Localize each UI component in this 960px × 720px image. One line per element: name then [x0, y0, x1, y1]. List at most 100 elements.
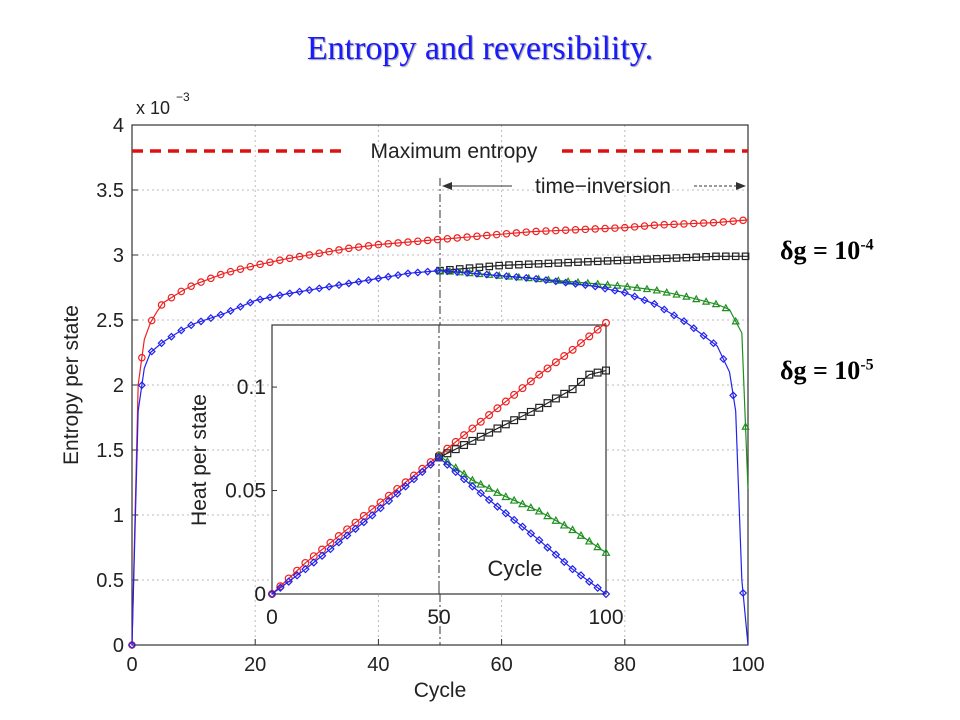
main-point-blue — [630, 292, 639, 301]
inset-point-black — [443, 449, 452, 458]
inset-point-green — [459, 469, 469, 478]
main-point-black — [702, 252, 710, 261]
inset-point-red — [476, 417, 485, 426]
main-point-blue — [167, 332, 176, 341]
main-point-blue — [364, 276, 373, 285]
inset-point-blue — [326, 544, 335, 554]
inset-point-black — [460, 441, 469, 450]
inversion-arrowhead-right — [736, 182, 746, 190]
main-point-blue — [325, 282, 334, 291]
inset-line-black — [438, 369, 607, 458]
main-point-blue — [719, 354, 728, 364]
main-point-red — [532, 227, 540, 236]
main-point-blue — [334, 281, 344, 290]
main-point-blue — [561, 278, 570, 287]
main-point-black — [692, 253, 701, 261]
inset-point-blue — [418, 467, 427, 477]
inset-point-blue — [576, 571, 586, 580]
main-point-green — [711, 299, 721, 308]
main-point-blue — [354, 277, 363, 286]
inset-point-black — [451, 445, 460, 454]
y-tick-label: 0 — [113, 635, 124, 657]
main-point-red — [187, 282, 195, 291]
inset-point-blue — [468, 482, 477, 491]
main-point-red — [423, 236, 432, 245]
inset-point-blue — [568, 564, 577, 574]
inset-point-blue — [560, 557, 569, 567]
main-point-black — [505, 261, 513, 269]
inset-point-blue — [551, 550, 561, 559]
inset-point-black — [551, 394, 560, 403]
inset-point-red — [384, 491, 393, 500]
inset-point-red — [501, 397, 510, 406]
inset-point-red — [443, 444, 452, 453]
main-point-black — [564, 258, 572, 267]
main-point-blue — [581, 281, 590, 290]
inset-point-red — [593, 325, 602, 334]
main-point-red — [394, 239, 402, 247]
y-tick-label: 4 — [113, 115, 124, 137]
main-point-black — [495, 261, 503, 270]
main-point-black — [672, 254, 681, 262]
inset-point-black — [543, 399, 552, 408]
inset-point-blue — [534, 535, 544, 545]
main-point-blue — [541, 276, 551, 285]
main-point-black — [722, 252, 730, 261]
main-point-blue — [137, 381, 146, 390]
main-point-blue — [739, 588, 748, 598]
main-point-blue — [246, 298, 255, 307]
main-point-red — [620, 223, 629, 232]
main-point-red — [266, 258, 274, 267]
inset-point-black — [593, 368, 602, 377]
inset-point-blue — [376, 503, 385, 513]
x-tick-label: 80 — [614, 654, 636, 676]
main-point-red — [502, 229, 511, 238]
inset-point-blue — [526, 529, 536, 538]
inset-point-blue — [518, 522, 527, 531]
x-tick-label: 40 — [367, 654, 389, 676]
inversion-arrowhead-left — [442, 182, 452, 190]
main-point-red — [660, 220, 669, 229]
main-series-blue — [127, 266, 749, 650]
main-point-red — [453, 234, 462, 242]
main-point-red — [177, 287, 186, 296]
inset-point-blue — [493, 502, 502, 511]
inset-point-red — [293, 566, 302, 575]
main-point-blue — [265, 293, 275, 302]
inset-point-green — [568, 525, 578, 534]
main-point-blue — [256, 295, 265, 304]
main-point-black — [682, 253, 691, 262]
inset-point-red — [560, 352, 569, 361]
main-point-red — [216, 270, 225, 279]
main-point-black — [544, 259, 553, 268]
main-point-red — [581, 225, 590, 234]
main-point-blue — [679, 317, 688, 326]
inset-x-tick-label: 50 — [427, 606, 450, 629]
inset-point-blue — [342, 531, 352, 540]
inset-point-black — [510, 416, 519, 425]
y-tick-label: 2.5 — [96, 310, 124, 332]
main-point-red — [167, 293, 176, 302]
main-point-red — [295, 252, 304, 261]
inset-point-blue — [309, 558, 318, 567]
main-point-green — [642, 284, 652, 293]
main-point-blue — [571, 279, 580, 288]
y-tick-label: 3.5 — [96, 180, 124, 202]
main-point-blue — [433, 266, 442, 275]
inset-line-blue — [271, 456, 607, 595]
main-point-red — [246, 262, 255, 271]
main-point-blue — [650, 299, 659, 308]
main-point-blue — [660, 305, 669, 314]
main-series-red — [128, 216, 749, 649]
main-point-blue — [157, 339, 166, 348]
inset-series-black — [435, 366, 610, 462]
main-point-blue — [394, 271, 403, 280]
y-multiplier-exponent: −3 — [176, 90, 190, 104]
y-tick-label: 1.5 — [96, 440, 124, 462]
inset-point-blue — [434, 453, 444, 462]
main-point-blue — [344, 279, 353, 288]
inset-point-red — [551, 358, 560, 367]
x-tick-label: 0 — [126, 654, 137, 676]
main-point-blue — [443, 267, 452, 276]
inset-point-red — [518, 384, 527, 393]
